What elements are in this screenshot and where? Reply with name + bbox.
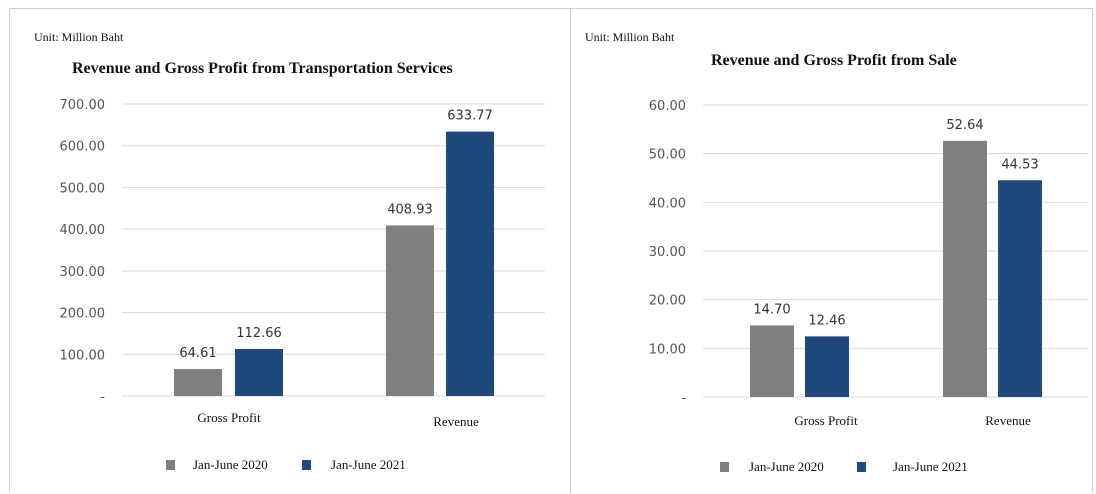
chart1-bar	[235, 349, 283, 396]
chart2-data-label: 14.70	[753, 302, 790, 317]
chart2-y-tick-label: 40.00	[649, 196, 686, 211]
chart1-y-tick-label: 600.00	[60, 140, 106, 155]
chart1-y-tick-label: 200.00	[60, 307, 106, 322]
panel-divider	[570, 8, 571, 494]
chart2-title: Revenue and Gross Profit from Sale	[711, 52, 957, 69]
chart1-category-label: Revenue	[433, 414, 479, 429]
chart1-data-label: 408.93	[387, 202, 433, 217]
chart2-unit-label: Unit: Million Baht	[585, 30, 675, 44]
chart1-title: Revenue and Gross Profit from Transporta…	[72, 60, 453, 77]
chart1-legend-label: Jan-June 2020	[193, 457, 268, 472]
chart2-y-tick-label: -	[681, 391, 686, 406]
chart1-legend-swatch	[302, 460, 311, 470]
chart1-y-tick-label: 300.00	[60, 265, 106, 280]
chart2-y-tick-label: 50.00	[649, 148, 686, 163]
chart1-y-tick-label: 500.00	[60, 181, 106, 196]
chart1-y-tick-label: 700.00	[60, 98, 106, 113]
chart1-data-label: 633.77	[447, 109, 493, 124]
chart1-legend-swatch	[166, 460, 175, 470]
chart2-legend-swatch	[720, 462, 729, 472]
chart1-data-label: 112.66	[236, 326, 282, 341]
chart1-bar	[446, 131, 494, 396]
chart2-bar	[805, 336, 849, 397]
chart2-category-label: Gross Profit	[794, 413, 858, 428]
chart1-bar	[174, 369, 222, 396]
chart2-legend-swatch	[857, 462, 866, 472]
chart2-bar	[943, 140, 987, 397]
chart2-legend-label: Jan-June 2021	[893, 459, 968, 474]
chart2-category-label: Revenue	[985, 413, 1031, 428]
chart2-y-tick-label: 10.00	[649, 342, 686, 357]
chart1-y-tick-label: 400.00	[60, 223, 106, 238]
chart2-y-tick-label: 60.00	[649, 99, 686, 114]
chart1-unit-label: Unit: Million Baht	[34, 30, 124, 44]
chart2-bar	[998, 180, 1042, 397]
chart1-data-label: 64.61	[179, 346, 216, 361]
figure-frame	[9, 8, 1093, 492]
chart1-y-tick-label: -	[100, 390, 105, 405]
chart2-legend-label: Jan-June 2020	[749, 459, 824, 474]
chart1-bar	[386, 225, 434, 396]
chart2-bar	[750, 325, 794, 397]
chart2-data-label: 52.64	[946, 118, 983, 133]
chart1-y-tick-label: 100.00	[60, 348, 106, 363]
chart2-data-label: 44.53	[1001, 157, 1038, 172]
chart1-category-label: Gross Profit	[197, 410, 261, 425]
chart2-data-label: 12.46	[808, 313, 845, 328]
chart2-y-tick-label: 20.00	[649, 294, 686, 309]
chart1-legend-label: Jan-June 2021	[331, 457, 406, 472]
chart2-y-tick-label: 30.00	[649, 245, 686, 260]
